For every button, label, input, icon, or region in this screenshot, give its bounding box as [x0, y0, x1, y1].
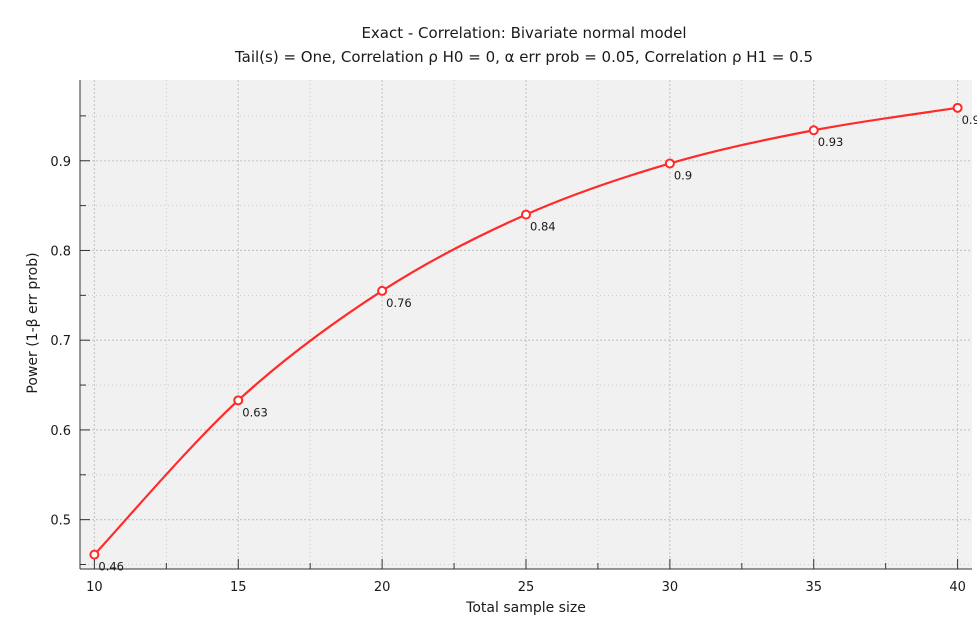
data-point-marker: [377, 285, 388, 296]
y-tick-label: 0.8: [50, 244, 71, 259]
data-point-marker: [664, 158, 675, 169]
chart-subtitle: Tail(s) = One, Correlation ρ H0 = 0, α e…: [234, 48, 813, 66]
data-point-label: 0.84: [530, 220, 556, 234]
y-tick-label: 0.7: [50, 334, 71, 349]
data-point-label: 0.63: [242, 405, 268, 419]
chart-title: Exact - Correlation: Bivariate normal mo…: [361, 24, 686, 42]
data-point-marker: [521, 209, 531, 220]
x-tick-label: 40: [949, 580, 966, 595]
y-tick-labels: 0.5 0.6 0.7 0.8 0.9: [50, 155, 71, 529]
x-tick-label: 15: [230, 580, 247, 595]
data-point-marker: [233, 395, 244, 406]
data-point-label: 0.96: [962, 113, 977, 127]
data-point-marker: [808, 125, 819, 136]
data-point-label: 0.9: [674, 168, 692, 182]
x-tick-labels: 10 15 20 25 30 35 40: [86, 580, 966, 595]
data-point-label: 0.76: [386, 296, 412, 310]
y-tick-label: 0.6: [50, 424, 71, 439]
data-point-marker: [952, 102, 963, 113]
data-point-label: 0.93: [818, 135, 844, 149]
data-point-label: 0.46: [98, 560, 124, 574]
y-tick-label: 0.9: [50, 155, 71, 170]
x-tick-label: 35: [805, 580, 822, 595]
x-tick-label: 20: [374, 580, 391, 595]
data-point-marker: [89, 549, 100, 560]
series-layer: 0.46 0.63 0.76 0.84 0.9 0.93 0.96: [89, 102, 977, 574]
minor-gridlines: [80, 80, 972, 569]
x-axis-title: Total sample size: [465, 600, 586, 616]
y-axis-title: Power (1-β err prob): [25, 252, 41, 393]
tick-marks: [80, 115, 959, 569]
x-tick-label: 10: [86, 580, 103, 595]
x-tick-label: 25: [518, 580, 535, 595]
y-tick-label: 0.5: [50, 514, 71, 529]
x-tick-label: 30: [662, 580, 679, 595]
